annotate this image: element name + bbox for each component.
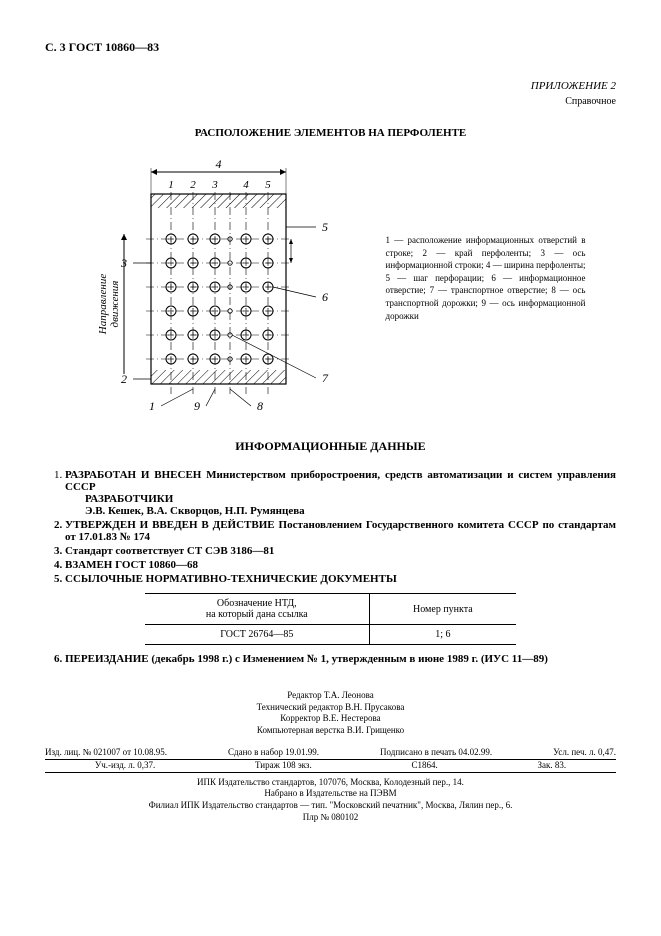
info-title: ИНФОРМАЦИОННЫЕ ДАННЫЕ bbox=[45, 439, 616, 454]
svg-text:4: 4 bbox=[215, 157, 221, 171]
annex-sub: Справочное bbox=[45, 96, 616, 107]
info-item: РАЗРАБОТАН И ВНЕСЕН Министерством прибор… bbox=[65, 469, 616, 517]
svg-text:4: 4 bbox=[243, 179, 249, 191]
imprint-row-1: Изд. лиц. № 021007 от 10.08.95.Сдано в н… bbox=[45, 747, 616, 760]
info-item: ВЗАМЕН ГОСТ 10860—68 bbox=[65, 559, 616, 571]
ref-table: Обозначение НТД, на который дана ссылкаН… bbox=[145, 593, 516, 645]
svg-text:9: 9 bbox=[194, 399, 200, 413]
svg-text:движения: движения bbox=[109, 281, 121, 328]
publisher-block: ИПК Издательство стандартов, 107076, Мос… bbox=[45, 777, 616, 824]
svg-text:2: 2 bbox=[190, 179, 196, 191]
info-item: УТВЕРЖДЕН И ВВЕДЕН В ДЕЙСТВИЕ Постановле… bbox=[65, 519, 616, 543]
info-list: РАЗРАБОТАН И ВНЕСЕН Министерством прибор… bbox=[45, 469, 616, 585]
svg-text:3: 3 bbox=[211, 179, 218, 191]
svg-text:8: 8 bbox=[257, 399, 263, 413]
svg-text:1: 1 bbox=[149, 399, 155, 413]
tape-diagram: 1 2 3 4 5 4 Направлениедвижения 3 2 5 6 7 1 9 8 bbox=[76, 154, 366, 414]
info-item: ПЕРЕИЗДАНИЕ (декабрь 1998 г.) с Изменени… bbox=[65, 653, 616, 665]
credits: Редактор Т.А. Леонова Технический редакт… bbox=[45, 690, 616, 737]
figure: 1 2 3 4 5 4 Направлениедвижения 3 2 5 6 7 1 9 8 1 — ра… bbox=[45, 154, 616, 414]
svg-text:5: 5 bbox=[322, 220, 328, 234]
svg-text:2: 2 bbox=[121, 372, 127, 386]
svg-text:5: 5 bbox=[265, 179, 271, 191]
page-header: С. 3 ГОСТ 10860—83 bbox=[45, 40, 616, 55]
annex-label: ПРИЛОЖЕНИЕ 2 bbox=[45, 80, 616, 92]
svg-text:6: 6 bbox=[322, 290, 328, 304]
svg-text:Направление: Направление bbox=[97, 274, 109, 336]
info-item: ССЫЛОЧНЫЕ НОРМАТИВНО-ТЕХНИЧЕСКИЕ ДОКУМЕН… bbox=[65, 573, 616, 585]
svg-text:1: 1 bbox=[168, 179, 174, 191]
svg-text:3: 3 bbox=[120, 256, 127, 270]
svg-text:7: 7 bbox=[322, 371, 329, 385]
figure-title: РАСПОЛОЖЕНИЕ ЭЛЕМЕНТОВ НА ПЕРФОЛЕНТЕ bbox=[45, 127, 616, 139]
imprint-row-2: Уч.-изд. л. 0,37.Тираж 108 экз.С1864.Зак… bbox=[45, 760, 616, 773]
info-list-2: ПЕРЕИЗДАНИЕ (декабрь 1998 г.) с Изменени… bbox=[45, 653, 616, 665]
figure-legend: 1 — расположение информационных отверсти… bbox=[386, 234, 586, 322]
info-item: Стандарт соответствует СТ СЭВ 3186—81 bbox=[65, 545, 616, 557]
